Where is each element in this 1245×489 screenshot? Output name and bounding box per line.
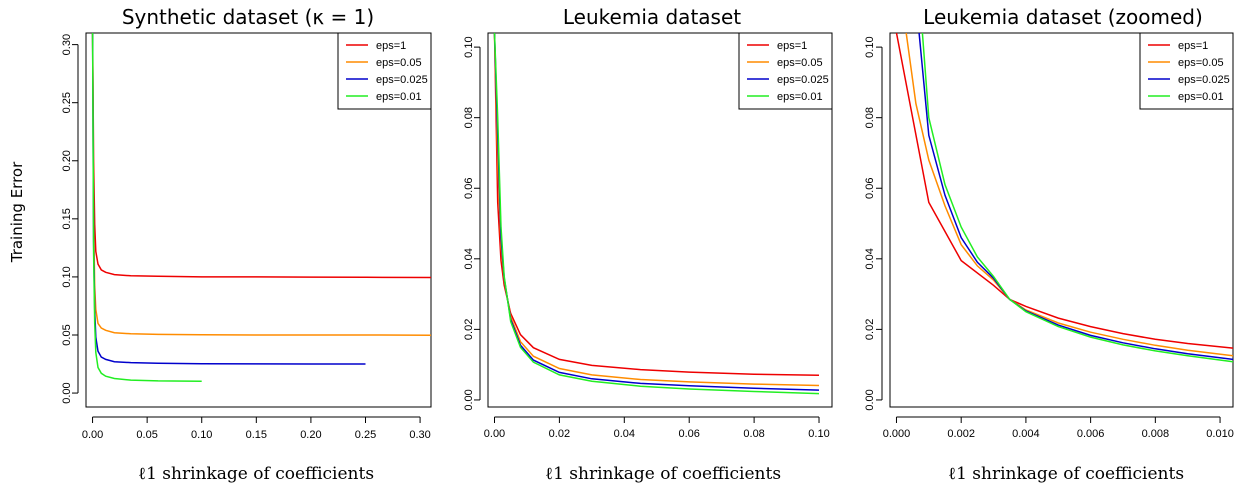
x-tick-label: 0.10 bbox=[191, 429, 212, 441]
y-tick-label: 0.30 bbox=[61, 34, 73, 55]
legend-label: eps=0.05 bbox=[777, 57, 823, 69]
plot-frame bbox=[85, 32, 432, 408]
y-tick-label: 0.08 bbox=[864, 107, 876, 128]
y-tick-label: 0.20 bbox=[61, 150, 73, 171]
y-tick-label: 0.04 bbox=[463, 248, 475, 269]
y-tick-label: 0.02 bbox=[463, 319, 475, 340]
x-axis-label: ℓ1 shrinkage of coefficients bbox=[545, 464, 781, 484]
legend-label: eps=0.05 bbox=[1178, 57, 1224, 69]
series-line-4 bbox=[91, 33, 202, 382]
chart-title: Leukemia dataset (zoomed) bbox=[923, 5, 1203, 29]
legend-label: eps=1 bbox=[376, 40, 406, 52]
x-tick-label: 0.002 bbox=[947, 428, 975, 440]
legend-label: eps=0.025 bbox=[376, 74, 428, 86]
series-line-4 bbox=[921, 33, 1233, 363]
legend-label: eps=0.01 bbox=[777, 91, 823, 103]
x-tick-label: 0.00 bbox=[82, 429, 103, 441]
x-tick-label: 0.08 bbox=[743, 428, 764, 440]
chart-title: Synthetic dataset (κ = 1) bbox=[122, 5, 374, 29]
x-tick-label: 0.00 bbox=[484, 428, 505, 440]
x-tick-label: 0.000 bbox=[883, 428, 911, 440]
series-line-1 bbox=[493, 33, 820, 376]
x-tick-label: 0.006 bbox=[1077, 428, 1105, 440]
y-tick-label: 0.00 bbox=[463, 389, 475, 410]
plot-frame bbox=[889, 32, 1234, 408]
legend: eps=1 eps=0.05 eps=0.025 eps=0.01 bbox=[337, 32, 432, 110]
y-tick-label: 0.04 bbox=[864, 248, 876, 269]
legend-label: eps=0.05 bbox=[376, 57, 422, 69]
legend: eps=1 eps=0.05 eps=0.025 eps=0.01 bbox=[1139, 32, 1234, 110]
x-tick-label: 0.02 bbox=[549, 428, 570, 440]
series-line-1 bbox=[895, 33, 1233, 349]
y-axis-label: Training Error bbox=[8, 161, 26, 263]
y-tick-label: 0.08 bbox=[463, 107, 475, 128]
chart-panel-1: Synthetic dataset (κ = 1) 0.00 0.05 0.10 0.1… bbox=[61, 5, 432, 484]
y-tick-label: 0.06 bbox=[463, 178, 475, 199]
x-tick-label: 0.008 bbox=[1142, 428, 1170, 440]
x-tick-label: 0.30 bbox=[409, 429, 430, 441]
legend-label: eps=0.01 bbox=[376, 91, 422, 103]
y-tick-label: 0.10 bbox=[864, 36, 876, 57]
x-tick-label: 0.010 bbox=[1206, 428, 1234, 440]
y-tick-label: 0.15 bbox=[61, 208, 73, 229]
legend: eps=1 eps=0.05 eps=0.025 eps=0.01 bbox=[738, 32, 833, 110]
y-tick-label: 0.06 bbox=[864, 178, 876, 199]
x-axis-label: ℓ1 shrinkage of coefficients bbox=[138, 464, 374, 484]
y-tick-label: 0.02 bbox=[864, 319, 876, 340]
chart-panel-2: Leukemia dataset 0.00 0.02 0.04 0.06 0.08 0.10… bbox=[463, 5, 833, 484]
legend-label: eps=1 bbox=[777, 40, 807, 52]
chart-panel-3: Leukemia dataset (zoomed) 0.000 0.002 0.004… bbox=[864, 5, 1234, 484]
x-tick-label: 0.10 bbox=[808, 428, 829, 440]
y-tick-label: 0.10 bbox=[61, 266, 73, 287]
x-tick-label: 0.05 bbox=[136, 429, 157, 441]
y-tick-label: 0.25 bbox=[61, 92, 73, 113]
y-tick-label: 0.10 bbox=[463, 36, 475, 57]
x-tick-label: 0.04 bbox=[614, 428, 635, 440]
x-tick-label: 0.25 bbox=[355, 429, 376, 441]
legend-label: eps=0.025 bbox=[777, 74, 829, 86]
x-tick-label: 0.06 bbox=[678, 428, 699, 440]
series-line-4 bbox=[493, 33, 820, 395]
x-tick-label: 0.004 bbox=[1012, 428, 1040, 440]
x-axis-label: ℓ1 shrinkage of coefficients bbox=[948, 464, 1184, 484]
x-tick-label: 0.20 bbox=[300, 429, 321, 441]
chart-title: Leukemia dataset bbox=[563, 5, 741, 29]
legend-label: eps=0.01 bbox=[1178, 91, 1224, 103]
y-tick-label: 0.00 bbox=[61, 382, 73, 403]
legend-label: eps=1 bbox=[1178, 40, 1208, 52]
x-tick-label: 0.15 bbox=[246, 429, 267, 441]
plot-frame bbox=[487, 32, 833, 408]
y-tick-label: 0.00 bbox=[864, 389, 876, 410]
y-tick-label: 0.05 bbox=[61, 324, 73, 345]
legend-label: eps=0.025 bbox=[1178, 74, 1230, 86]
series-line-3 bbox=[91, 33, 366, 365]
series-line-1 bbox=[91, 33, 431, 279]
